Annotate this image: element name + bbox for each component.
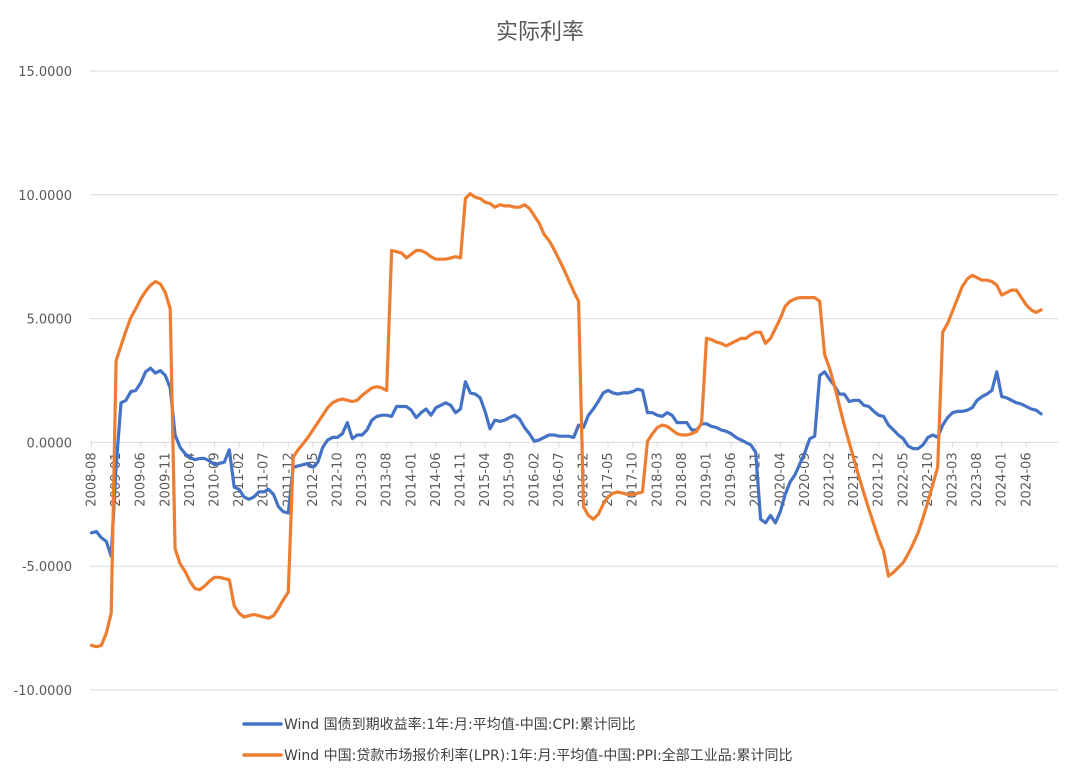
legend-label-1: Wind 国债到期收益率:1年:月:平均值-中国:CPI:累计同比: [284, 716, 636, 733]
chart-title: 实际利率: [496, 20, 584, 45]
x-tick-label: 2016-07: [552, 452, 567, 506]
series-lines: [89, 192, 1043, 649]
x-tick-label: 2021-02: [823, 452, 838, 506]
y-axis-tick-labels: 15.0000 10.0000 5.0000 0.0000 -5.0000 -10.000…: [14, 65, 72, 699]
x-tick-label: 2008-08: [85, 452, 100, 506]
x-tick-label: 2020-09: [798, 452, 813, 506]
y-tick-label: -5.0000: [22, 560, 72, 575]
x-tick-label: 2015-04: [478, 452, 493, 506]
x-tick-label: 2017-10: [626, 452, 641, 506]
x-tick-label: 2018-03: [650, 452, 665, 506]
x-tick-label: 2018-08: [675, 452, 690, 506]
x-tick-label: 2010-04: [183, 452, 198, 506]
y-tick-label: -10.0000: [14, 684, 72, 699]
x-tick-label: 2020-04: [773, 452, 788, 506]
x-tick-label: 2019-01: [700, 452, 715, 506]
y-tick-label: 5.0000: [27, 313, 73, 328]
x-tick-label: 2014-11: [454, 452, 469, 506]
x-tick-label: 2022-10: [921, 452, 936, 506]
x-tick-label: 2021-12: [872, 452, 887, 506]
x-tick-label: 2009-06: [134, 452, 149, 506]
legend: Wind 国债到期收益率:1年:月:平均值-中国:CPI:累计同比 Wind 中国…: [242, 716, 793, 764]
y-tick-label: 0.0000: [27, 436, 73, 451]
x-tick-label: 2022-05: [896, 452, 911, 506]
x-tick-label: 2014-06: [429, 452, 444, 506]
x-tick-label: 2023-03: [946, 452, 961, 506]
x-tick-label: 2010-09: [208, 452, 223, 506]
legend-label-2: Wind 中国:贷款市场报价利率(LPR):1年:月:平均值-中国:PPI:全部…: [284, 747, 793, 764]
x-tick-label: 2014-01: [404, 452, 419, 506]
x-tick-label: 2023-08: [970, 452, 985, 506]
x-tick-label: 2019-06: [724, 452, 739, 506]
x-tick-label: 2024-01: [995, 452, 1010, 506]
series-line-2: [89, 192, 1043, 649]
x-tick-label: 2009-11: [158, 452, 173, 506]
x-tick-label: 2013-03: [355, 452, 370, 506]
x-tick-label: 2015-09: [503, 452, 518, 506]
x-tick-label: 2016-02: [527, 452, 542, 506]
x-tick-label: 2021-07: [847, 452, 862, 506]
x-tick-label: 2011-07: [257, 452, 272, 506]
y-tick-label: 15.0000: [18, 65, 72, 80]
x-tick-label: 2024-06: [1019, 452, 1034, 506]
series-line-1: [89, 366, 1043, 558]
x-tick-label: 2013-08: [380, 452, 395, 506]
grid-lines: [90, 70, 1058, 691]
x-tick-label: 2012-10: [331, 452, 346, 506]
y-tick-label: 10.0000: [18, 189, 72, 204]
